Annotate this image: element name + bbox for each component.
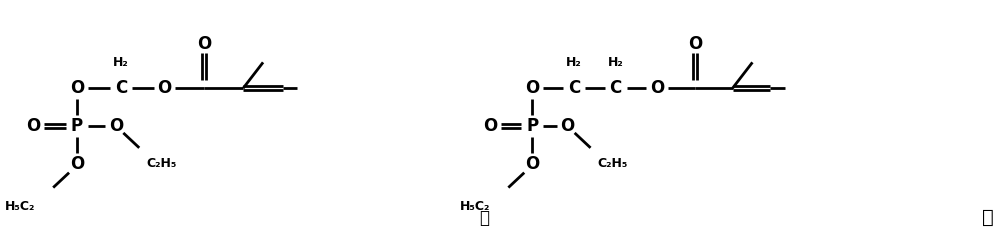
Text: O: O [26,117,40,135]
Text: O: O [70,79,84,97]
Text: O: O [525,155,539,173]
Text: C: C [610,79,622,97]
Text: C₂H₅: C₂H₅ [597,157,628,170]
Text: P: P [526,117,538,135]
Text: O: O [483,117,498,135]
Text: 和: 和 [479,209,489,227]
Text: H₂: H₂ [566,56,582,69]
Text: O: O [157,79,172,97]
Text: C₂H₅: C₂H₅ [146,157,177,170]
Text: H₂: H₂ [113,56,129,69]
Text: H₅C₂: H₅C₂ [5,199,35,212]
Text: O: O [688,36,702,54]
Text: O: O [197,36,211,54]
Text: O: O [650,79,665,97]
Text: H₅C₂: H₅C₂ [460,199,490,212]
Text: O: O [70,155,84,173]
Text: O: O [525,79,539,97]
Text: O: O [561,117,575,135]
Text: O: O [109,117,124,135]
Text: H₂: H₂ [608,56,624,69]
Text: C: C [115,79,127,97]
Text: C: C [568,79,580,97]
Text: 。: 。 [982,208,993,227]
Text: P: P [71,117,83,135]
